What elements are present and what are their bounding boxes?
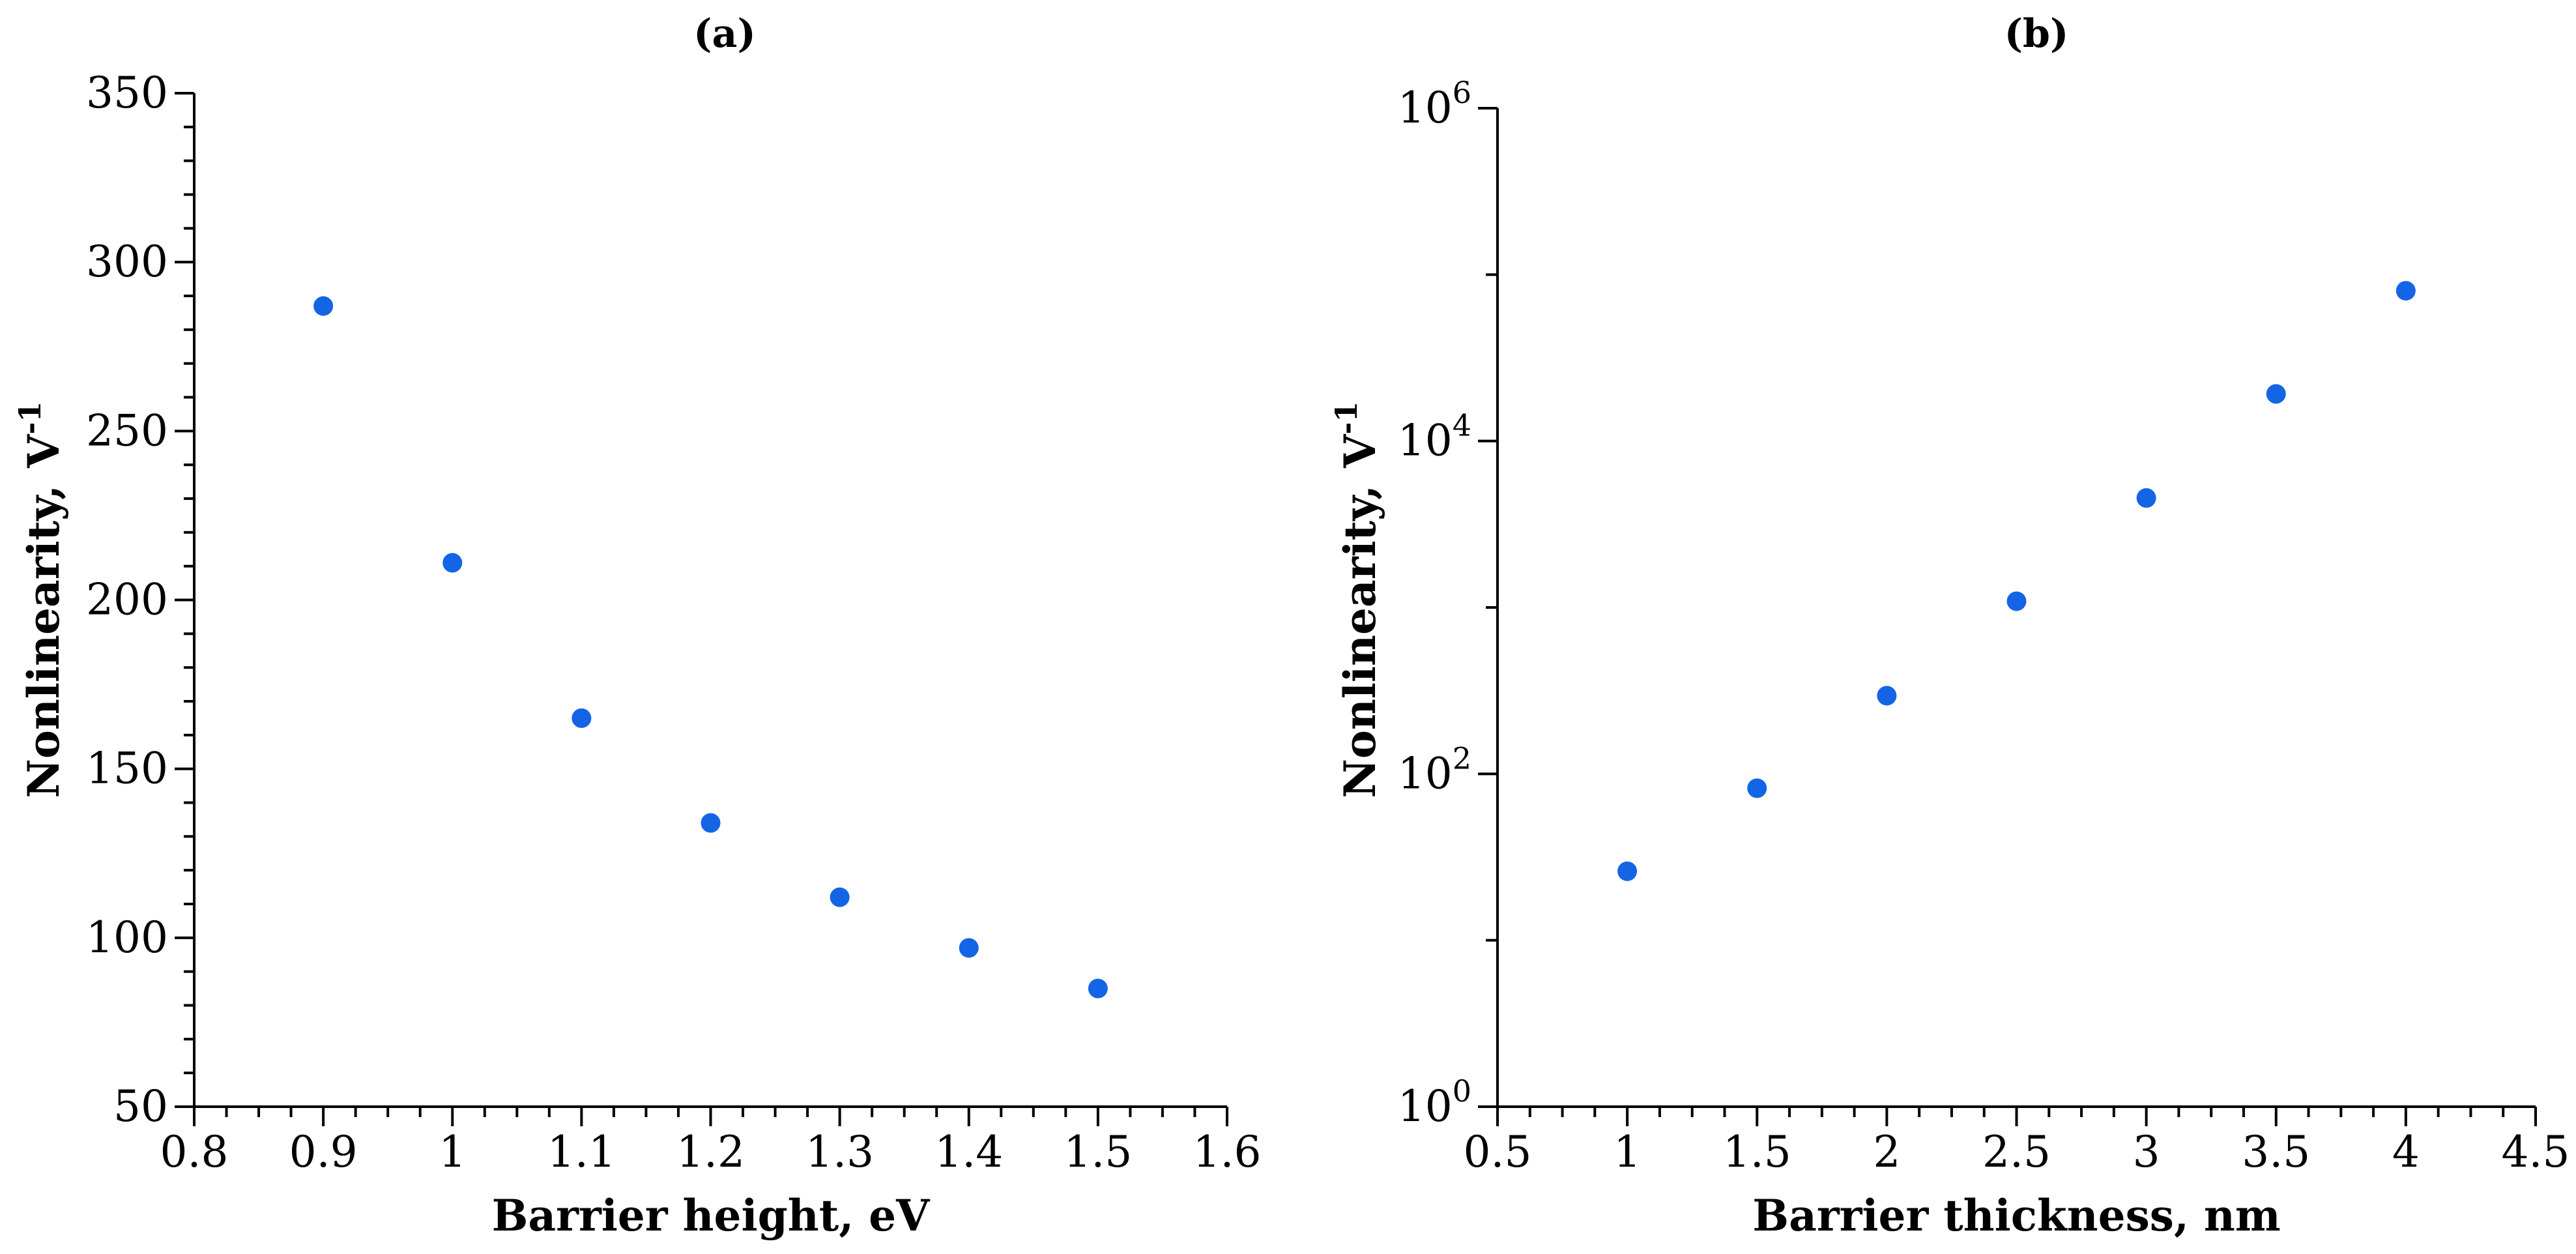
data-point [1747,778,1767,798]
y-tick-label: 350 [86,68,168,118]
x-tick-label: 1 [439,1127,466,1177]
y-tick-label: 100 [1398,1073,1471,1131]
x-tick-label: 2.5 [1982,1127,2051,1177]
y-tick-label: 250 [86,405,168,456]
x-tick-label: 2 [1873,1127,1900,1177]
data-point [2266,384,2286,404]
x-tick-label: 1.5 [1723,1127,1791,1177]
y-axis-title: Nonlinearity,V-1 [1329,401,1385,798]
data-point [2006,591,2027,611]
x-tick-label: 3.5 [2242,1127,2310,1177]
panel-title: (a) [693,11,756,57]
y-tick-label: 100 [86,912,168,963]
y-tick-label: 50 [113,1081,168,1131]
data-point [701,813,721,833]
data-point [572,708,592,728]
x-tick-label: 1.1 [547,1127,616,1177]
y-tick-label: 106 [1398,75,1471,133]
panel-title: (b) [2004,11,2069,57]
y-tick-label: 150 [86,744,168,794]
x-tick-label: 1.2 [676,1127,745,1177]
x-tick-label: 1.4 [934,1127,1003,1177]
y-tick-label: 200 [86,575,168,625]
data-point [2395,281,2416,301]
x-tick-label: 4.5 [2502,1127,2570,1177]
data-point [2136,488,2156,508]
data-point [442,553,463,573]
x-axis-title: Barrier height, eV [492,1190,931,1241]
data-point [1088,978,1108,999]
x-tick-label: 0.5 [1464,1127,1532,1177]
data-point [830,887,850,907]
chart-panel-a: (a) 0.8 0.9 1 1.1 1.2 1.3 1.4 1.5 1.6 50 100 150 200 2… [12,11,1261,1241]
x-tick-label: 1.3 [805,1127,874,1177]
x-tick-label: 1 [1614,1127,1641,1177]
x-axis-title: Barrier thickness, nm [1752,1190,2280,1241]
y-axis-title: Nonlinearity,V-1 [12,401,69,798]
data-point [313,296,334,316]
y-tick-label: 300 [86,237,168,287]
x-tick-label: 1.5 [1064,1127,1132,1177]
x-tick-label: 0.8 [160,1127,229,1177]
x-tick-label: 0.9 [289,1127,358,1177]
data-point [1877,686,1897,706]
x-tick-label: 1.6 [1193,1127,1262,1177]
y-tick-label: 102 [1398,740,1471,798]
y-tick-label: 104 [1398,408,1471,466]
x-tick-label: 4 [2392,1127,2420,1177]
data-point [1617,861,1638,881]
x-tick-label: 3 [2133,1127,2160,1177]
data-point [959,938,979,958]
chart-panel-b: (b) 0.5 1 1.5 2 2.5 3 3.5 4 4.5 100 102 104 106 Barrie… [1329,11,2569,1241]
